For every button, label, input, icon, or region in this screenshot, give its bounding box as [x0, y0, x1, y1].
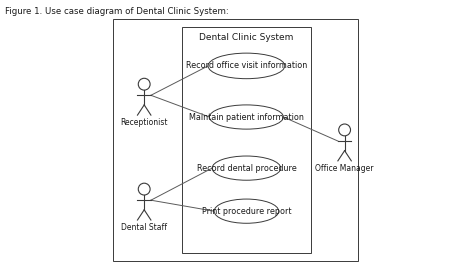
Bar: [182, 27, 311, 253]
Ellipse shape: [210, 105, 283, 129]
Text: Receptionist: Receptionist: [120, 118, 168, 127]
Text: Dental Clinic System: Dental Clinic System: [199, 33, 293, 42]
Text: Figure 1. Use case diagram of Dental Clinic System:: Figure 1. Use case diagram of Dental Cli…: [5, 7, 228, 16]
Text: Print procedure report: Print procedure report: [201, 207, 291, 216]
Text: Maintain patient information: Maintain patient information: [189, 112, 304, 122]
Text: Record dental procedure: Record dental procedure: [197, 164, 296, 173]
Ellipse shape: [214, 199, 279, 223]
Text: Office Manager: Office Manager: [315, 164, 374, 172]
Text: Record office visit information: Record office visit information: [186, 61, 307, 70]
Ellipse shape: [208, 53, 285, 79]
Text: Dental Staff: Dental Staff: [121, 223, 167, 232]
Ellipse shape: [212, 156, 281, 180]
